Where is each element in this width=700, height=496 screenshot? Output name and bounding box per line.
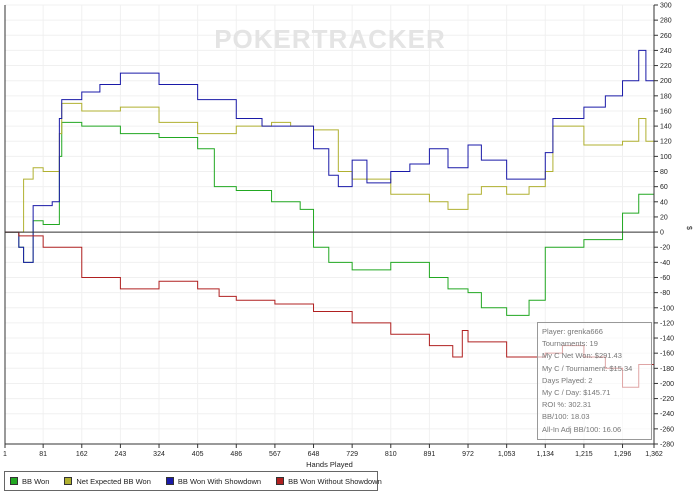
stat-net-won: My C Net Won: $291.43 bbox=[542, 351, 622, 361]
legend-item-net-expected[interactable]: Net Expected BB Won bbox=[64, 476, 151, 486]
x-tick-label: 567 bbox=[269, 451, 281, 458]
legend-label: BB Won Without Showdown bbox=[288, 476, 382, 486]
y-tick-label: 300 bbox=[660, 3, 672, 10]
stat-tournaments: Tournaments: 19 bbox=[542, 339, 598, 349]
legend-item-without-showdown[interactable]: BB Won Without Showdown bbox=[276, 477, 382, 486]
x-tick-label: 729 bbox=[346, 451, 358, 458]
legend-item-with-showdown[interactable]: BB Won With Showdown bbox=[165, 476, 262, 486]
stat-bb100: BB/100: 18.03 bbox=[542, 412, 590, 422]
y-tick-label: -160 bbox=[660, 351, 674, 358]
stat-per-day: My C / Day: $145.71 bbox=[542, 387, 611, 397]
stat-per-tournament: My C / Tournament: $15.34 bbox=[542, 363, 633, 373]
y-tick-label: -140 bbox=[660, 336, 674, 343]
y-tick-label: 260 bbox=[660, 33, 672, 40]
x-axis-title: Hands Played bbox=[306, 460, 353, 469]
stat-roi: ROI %: 302.31 bbox=[542, 400, 592, 410]
y-tick-label: 140 bbox=[660, 124, 672, 131]
stat-days-played: Days Played: 2 bbox=[542, 375, 593, 385]
y-tick-label: -120 bbox=[660, 320, 674, 327]
legend-item-bb-won[interactable]: BB Won bbox=[10, 477, 49, 486]
legend-swatch bbox=[165, 477, 174, 485]
x-tick-label: 81 bbox=[39, 451, 47, 458]
y-tick-label: 200 bbox=[660, 78, 672, 85]
x-tick-label: 405 bbox=[192, 451, 204, 458]
x-tick-label: 1,296 bbox=[614, 451, 632, 458]
x-tick-label: 810 bbox=[385, 451, 397, 458]
y-tick-label: -180 bbox=[660, 366, 674, 373]
y-tick-label: -100 bbox=[660, 305, 674, 312]
legend-label: Net Expected BB Won bbox=[76, 476, 151, 486]
y-axis-title: $ bbox=[685, 226, 692, 230]
stat-player: Player: grenka666 bbox=[542, 327, 603, 336]
y-tick-label: 60 bbox=[660, 184, 668, 191]
x-tick-label: 891 bbox=[424, 451, 436, 458]
x-tick-label: 486 bbox=[230, 451, 242, 458]
pokertracker-watermark: POKERTRACKER bbox=[214, 24, 446, 54]
y-tick-label: 120 bbox=[660, 139, 672, 146]
legend-label: BB Won bbox=[22, 476, 50, 486]
y-tick-label: 40 bbox=[660, 199, 668, 206]
y-tick-label: 0 bbox=[660, 230, 664, 237]
y-tick-label: 80 bbox=[660, 169, 668, 176]
y-tick-label: 220 bbox=[660, 63, 672, 70]
y-tick-label: -260 bbox=[660, 426, 674, 433]
x-tick-label: 243 bbox=[115, 451, 127, 458]
y-tick-label: -60 bbox=[660, 275, 670, 282]
y-tick-label: 100 bbox=[660, 154, 672, 161]
chart-legend: BB Won Net Expected BB Won BB Won With S… bbox=[4, 471, 382, 491]
legend-swatch bbox=[64, 477, 73, 485]
x-tick-label: 324 bbox=[153, 451, 165, 458]
profit-chart: POKERTRACKER 1 81 162 243 324 405 486 567 648 729… bbox=[3, 3, 692, 470]
y-tick-label: 240 bbox=[660, 48, 672, 55]
series-line-bb-won-with-showdown bbox=[5, 49, 655, 263]
y-tick-label: -40 bbox=[660, 260, 670, 267]
stats-box: Player: grenka666 Tournaments: 19 My C N… bbox=[537, 322, 652, 440]
y-tick-label: 20 bbox=[660, 214, 668, 221]
legend-swatch bbox=[10, 477, 18, 485]
series-line-bb-won bbox=[5, 121, 655, 316]
y-tick-label: 280 bbox=[660, 18, 672, 25]
x-tick-label: 1 bbox=[3, 451, 7, 458]
x-tick-label: 648 bbox=[308, 451, 320, 458]
series-line-net-expected-bb-won bbox=[5, 102, 655, 233]
x-tick-label: 162 bbox=[76, 451, 88, 458]
y-tick-label: -280 bbox=[660, 442, 674, 449]
y-tick-label: -200 bbox=[660, 381, 674, 388]
x-tick-label: 1,215 bbox=[575, 451, 593, 458]
y-tick-label: -80 bbox=[660, 290, 670, 297]
x-tick-label: 972 bbox=[462, 451, 474, 458]
x-tick-label: 1,053 bbox=[498, 451, 516, 458]
y-tick-label: -240 bbox=[660, 411, 674, 418]
y-tick-label: -20 bbox=[660, 245, 670, 252]
x-tick-label: 1,362 bbox=[645, 451, 663, 458]
stat-allin-bb100: All-In Adj BB/100: 16.06 bbox=[542, 424, 622, 434]
x-tick-label: 1,134 bbox=[537, 451, 555, 458]
y-tick-label: -220 bbox=[660, 396, 674, 403]
legend-swatch bbox=[276, 477, 285, 485]
y-tick-label: 160 bbox=[660, 108, 672, 115]
legend-label: BB Won With Showdown bbox=[177, 476, 262, 486]
y-tick-label: 180 bbox=[660, 93, 672, 100]
